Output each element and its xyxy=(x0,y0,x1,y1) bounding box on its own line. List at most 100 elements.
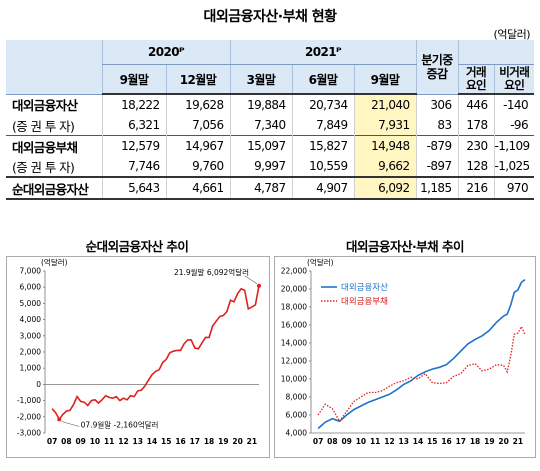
table-cell: 1,185 xyxy=(415,176,458,200)
table-row: 순대외금융자산 5,643 4,661 4,787 4,907 6,092 1,185 216… xyxy=(6,176,534,200)
y-tick-label: 2,000 xyxy=(20,348,42,357)
table-cell: 9,760 xyxy=(165,156,230,177)
x-tick-label: 21 xyxy=(247,437,257,446)
net-chart-frame: -3,000 -2,000 -1,000 0 1,000 2,000 3,000 4,000 5… xyxy=(6,256,270,458)
x-tick-label: 16 xyxy=(175,437,185,446)
header-col-1: 9월말 xyxy=(101,64,166,95)
header-blank xyxy=(6,40,102,95)
x-tick-label: 12 xyxy=(118,437,128,446)
table-cell: 19,628 xyxy=(165,94,230,115)
table-cell: 6,092 xyxy=(353,176,416,200)
table-row: (증 권 투 자) 6,321 7,056 7,340 7,849 7,931 83 178-… xyxy=(6,115,534,136)
y-axis-label: (억달러) xyxy=(41,258,68,267)
x-tick-label: 07 xyxy=(313,437,323,446)
x-tick-label: 14 xyxy=(147,437,157,446)
table-cell: 12,579 xyxy=(101,135,166,156)
y-tick-label: 16,000 xyxy=(281,321,307,330)
x-tick-label: 17 xyxy=(190,437,200,446)
table-cell: 4,787 xyxy=(229,176,292,200)
y-tick-label: 7,000 xyxy=(20,267,42,276)
table-cell: 9,662 xyxy=(353,156,416,177)
table-cell: 4,907 xyxy=(291,176,354,200)
net-assets-chart: -3,000 -2,000 -1,000 0 1,000 2,000 3,000 4,000 5… xyxy=(17,258,261,446)
x-tick-label: 18 xyxy=(204,437,214,446)
assets-chart-title: 대외금융자산·부채 추이 xyxy=(345,239,465,254)
table-cell: 178 xyxy=(457,115,494,136)
x-tick-label: 19 xyxy=(218,437,228,446)
header-col-4: 6월말 xyxy=(291,64,354,95)
row-label: (증 권 투 자) xyxy=(12,118,75,134)
annotation-label: 21.9월말 6,092억달러 xyxy=(174,267,249,277)
table-cell: 14,948 xyxy=(353,135,416,156)
series-line-2 xyxy=(317,325,526,423)
low-point-marker xyxy=(57,417,62,422)
x-tick-label: 16 xyxy=(441,437,451,446)
table-cell: 128 xyxy=(457,156,494,177)
x-tick-label: 19 xyxy=(484,437,494,446)
net-chart-title: 순대외금융자산 추이 xyxy=(85,239,189,254)
table-cell: -1,109 xyxy=(493,135,534,156)
x-tick-label: 20 xyxy=(232,437,242,446)
x-tick-label: 11 xyxy=(104,437,114,446)
x-tick-label: 08 xyxy=(61,437,71,446)
table-cell: -879 xyxy=(415,135,458,156)
table-row: (증 권 투 자) 7,746 9,760 9,997 10,559 9,662 -897 1… xyxy=(6,156,534,177)
x-tick-label: 20 xyxy=(498,437,508,446)
x-tick-label: 15 xyxy=(161,437,171,446)
annotation-leader xyxy=(61,421,80,427)
assets-chart-frame: 4,000 6,000 8,000 10,000 12,000 14,000 16,000 1… xyxy=(274,256,536,458)
table-row: 대외금융자산 18,222 19,628 19,884 20,734 21,040 306 4… xyxy=(6,94,534,115)
y-tick-label: 18,000 xyxy=(281,303,307,312)
y-tick-label: 6,000 xyxy=(20,283,42,292)
x-tick-label: 10 xyxy=(356,437,366,446)
series-line-1 xyxy=(51,285,260,421)
table-cell: 15,827 xyxy=(291,135,354,156)
table-cell: 14,967 xyxy=(165,135,230,156)
x-tick-label: 11 xyxy=(370,437,380,446)
y-tick-label: -1,000 xyxy=(17,396,41,405)
y-tick-label: 14,000 xyxy=(281,339,307,348)
x-tick-label: 13 xyxy=(133,437,143,446)
table-cell: -1,025 xyxy=(493,156,534,177)
series-line-1 xyxy=(317,278,526,430)
row-label: 대외금융부채 xyxy=(6,135,102,156)
y-tick-label: 10,000 xyxy=(281,375,307,384)
annotation-leader xyxy=(244,275,258,284)
y-tick-label: -3,000 xyxy=(17,429,41,438)
header-factor-blank xyxy=(457,40,534,65)
row-label: 대외금융자산 xyxy=(12,98,78,114)
table-cell: 7,849 xyxy=(291,115,354,136)
y-tick-label: 1,000 xyxy=(20,364,42,373)
x-tick-label: 09 xyxy=(75,437,85,446)
header-year-2020: 2020ᴾ xyxy=(101,40,230,65)
table-cell: 7,340 xyxy=(229,115,292,136)
x-tick-label: 07 xyxy=(47,437,57,446)
x-tick-label: 17 xyxy=(456,437,466,446)
y-tick-label: 4,000 xyxy=(286,429,308,438)
row-label: 순대외금융자산 xyxy=(6,176,102,200)
x-tick-label: 21 xyxy=(513,437,523,446)
table-cell: 83 xyxy=(415,115,458,136)
unit-label: (억달러) xyxy=(493,28,531,41)
table-cell: 6,321 xyxy=(101,115,166,136)
y-tick-label: 0 xyxy=(36,380,41,389)
header-year-2021: 2021ᴾ xyxy=(229,40,416,65)
table-cell: 216 xyxy=(457,176,494,200)
end-point-marker xyxy=(257,283,261,288)
table-cell: 10,559 xyxy=(291,156,354,177)
header-col-3: 3월말 xyxy=(229,64,292,95)
y-tick-label: 6,000 xyxy=(286,411,308,420)
table-cell: 20,734 xyxy=(291,94,354,115)
y-axis-label: (억달러) xyxy=(307,258,334,267)
x-tick-label: 08 xyxy=(327,437,337,446)
x-tick-label: 12 xyxy=(384,437,394,446)
table-cell: -96 xyxy=(493,115,534,136)
x-tick-label: 14 xyxy=(413,437,423,446)
y-tick-label: 5,000 xyxy=(20,299,42,308)
table-cell: 18,222 xyxy=(101,94,166,115)
table-cell: 446 xyxy=(457,94,494,115)
assets-liabilities-chart: 4,000 6,000 8,000 10,000 12,000 14,000 16,000 1… xyxy=(281,258,526,446)
y-tick-label: 4,000 xyxy=(20,315,42,324)
summary-table: 2020ᴾ 2021ᴾ 분기중 증감 9월말 12월말 3월말 6월말 9월말 … xyxy=(6,40,534,200)
table-cell: -140 xyxy=(493,94,534,115)
